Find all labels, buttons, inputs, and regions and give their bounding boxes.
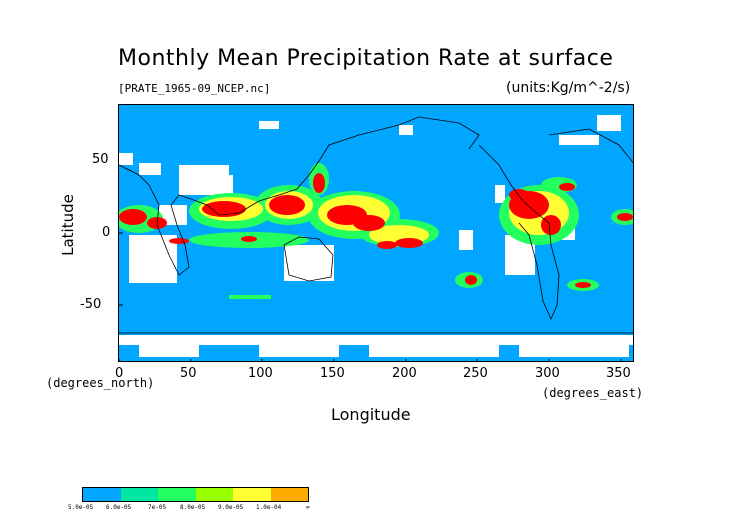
x-tick-250: 250	[463, 366, 488, 381]
legend-label-7: ∞	[306, 504, 310, 511]
y-tick-50: 50	[92, 152, 109, 167]
x-tick-350: 350	[606, 366, 631, 381]
precipitation-map	[118, 104, 634, 362]
legend-swatch-3	[158, 488, 196, 501]
legend-label-5: 9.0e-05	[218, 504, 244, 511]
legend-label-4: 8.0e-05	[180, 504, 206, 511]
legend-colorbar	[82, 487, 309, 502]
x-axis-unit: (degrees_east)	[542, 386, 644, 400]
dry-regions	[119, 115, 633, 357]
units-label: (units:Kg/m^-2/s)	[506, 80, 631, 96]
y-axis-label: Latitude	[59, 194, 77, 256]
x-tick-200: 200	[392, 366, 417, 381]
legend-swatch-6	[270, 488, 308, 501]
legend-label-3: 7e-05	[148, 504, 167, 511]
x-tick-150: 150	[320, 366, 345, 381]
legend-label-2: 6.0e-05	[106, 504, 132, 511]
x-tick-100: 100	[248, 366, 273, 381]
x-tick-50: 50	[180, 366, 197, 381]
x-tick-300: 300	[535, 366, 560, 381]
y-axis-unit: (degrees_north)	[46, 376, 155, 390]
legend-swatch-5	[233, 488, 271, 501]
coastlines	[119, 116, 633, 334]
very-high-regions	[119, 173, 633, 288]
legend-swatch-2	[120, 488, 158, 501]
legend-swatch-1	[83, 488, 121, 501]
y-tick-minus-50: -50	[80, 297, 102, 312]
x-tick-0: 0	[115, 366, 124, 381]
map-canvas	[119, 115, 633, 361]
legend-label-6: 1.0e-04	[256, 504, 282, 511]
y-tick-0: 0	[102, 225, 111, 240]
map-title: Monthly Mean Precipitation Rate at surfa…	[118, 46, 614, 71]
x-axis-label: Longitude	[331, 405, 411, 424]
file-label: [PRATE_1965-09_NCEP.nc]	[118, 82, 271, 95]
legend-label-1: 5.0e-05	[68, 504, 94, 511]
legend-swatch-4	[195, 488, 233, 501]
